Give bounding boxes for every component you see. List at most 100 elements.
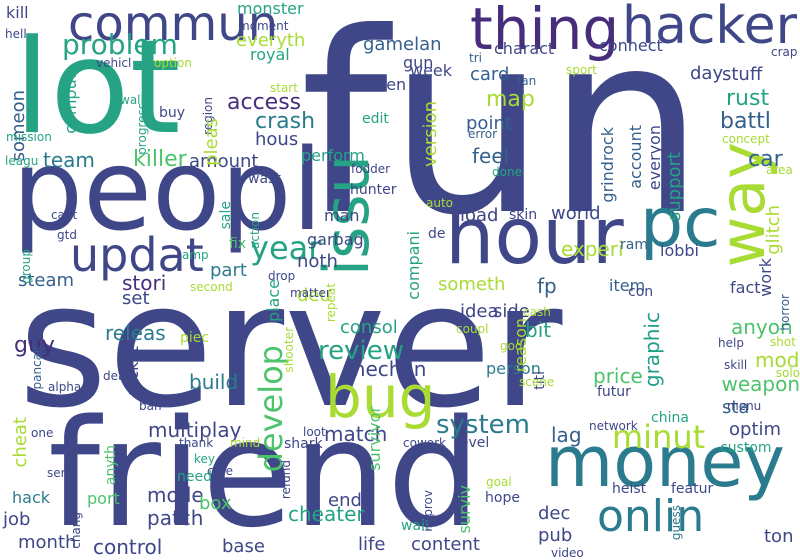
word-friend: friend	[48, 388, 481, 560]
word-group: group	[19, 249, 33, 284]
word-action: action	[248, 212, 262, 249]
word-glitch: glitch	[763, 205, 784, 255]
word-done: done	[492, 165, 522, 179]
word-matter: matter	[290, 286, 331, 300]
word-job: job	[3, 509, 31, 530]
word-repeat: repeat	[324, 283, 338, 323]
word-base: base	[222, 536, 265, 557]
word-tri: tri	[469, 51, 482, 65]
word-gamelan: gamelan	[363, 34, 442, 55]
word-crap: crap	[771, 45, 798, 59]
word-stori: stori	[122, 271, 167, 295]
word-lot: lot	[14, 11, 181, 163]
word-fp: fp	[537, 274, 557, 298]
word-alpha: alpha	[48, 380, 82, 394]
word-minut: minut	[612, 418, 706, 456]
word-steam: steam	[18, 270, 75, 291]
word-killer: killer	[133, 147, 187, 172]
word-peopl: peopl	[12, 126, 323, 256]
word-load: load	[460, 205, 499, 226]
word-wall: wall	[120, 93, 144, 107]
word-item: item	[609, 276, 646, 295]
word-fodder: fodder	[351, 162, 391, 176]
word-mind: mind	[230, 436, 261, 450]
word-everyon: everyon	[645, 125, 664, 191]
word-ban: ban	[139, 399, 162, 413]
word-team: team	[43, 148, 95, 172]
word-world: world	[551, 203, 601, 224]
word-anyon: anyon	[731, 315, 793, 339]
word-content: content	[411, 534, 480, 555]
word-anyth: anyth	[103, 445, 119, 486]
word-mod: mod	[755, 348, 800, 372]
word-side: side	[493, 301, 530, 322]
word-fix: fix	[229, 236, 247, 252]
word-updat: updat	[70, 228, 204, 282]
word-cant: cant	[51, 208, 78, 222]
word-amount: amount	[189, 151, 259, 172]
word-chang: chang	[69, 512, 83, 549]
word-piec: piec	[180, 330, 210, 346]
word-area: area	[766, 163, 793, 177]
word-second: second	[190, 280, 233, 294]
word-end: end	[328, 490, 362, 511]
word-error: error	[468, 127, 498, 141]
word-cheat: cheat	[10, 417, 31, 468]
word-cheater: cheater	[288, 502, 365, 526]
word-money: money	[545, 421, 785, 503]
word-network: network	[589, 419, 638, 433]
word-con: con	[628, 284, 654, 300]
word-card: card	[470, 64, 510, 85]
word-concept: concept	[722, 132, 770, 146]
word-start: start	[270, 81, 298, 95]
word-moment: moment	[238, 19, 289, 33]
word-seri: seri	[47, 466, 69, 480]
word-god: god	[500, 339, 523, 353]
word-heist: heist	[612, 481, 647, 497]
word-weapon: weapon	[721, 372, 800, 396]
word-ram: ram	[620, 237, 648, 253]
word-gtd: gtd	[57, 228, 77, 242]
word-screen: screen	[353, 75, 407, 94]
word-loot: loot	[303, 425, 326, 439]
word-solo: solo	[775, 366, 800, 380]
word-amp: amp	[182, 248, 209, 262]
word-hope: hope	[485, 490, 520, 506]
word-work: work	[756, 258, 775, 297]
word-kill: kill	[6, 3, 29, 22]
word-review: review	[318, 336, 404, 366]
word-part: part	[210, 260, 247, 281]
word-patch: patch	[147, 506, 204, 530]
word-everyth: everyth	[236, 30, 306, 51]
word-mechan: mechan	[346, 357, 427, 381]
word-improv: improv	[421, 490, 435, 532]
word-pancak: pancak	[30, 346, 44, 390]
word-shooter: shooter	[282, 327, 296, 373]
word-deu: deu	[297, 285, 331, 306]
word-hunter: hunter	[350, 182, 397, 198]
word-wast: wast	[248, 171, 281, 187]
word-leagu: leagu	[5, 154, 39, 168]
word-mode: mode	[147, 483, 204, 507]
word-lobbi: lobbi	[660, 241, 699, 260]
word-bug: bug	[325, 363, 436, 431]
word-need: need	[177, 469, 212, 485]
word-hous: hous	[255, 129, 299, 150]
word-onlin: onlin	[597, 491, 705, 542]
word-rust: rust	[726, 86, 770, 111]
word-shark: shark	[284, 436, 323, 452]
word-option: option	[154, 56, 192, 70]
word-garbag: garbag	[307, 230, 364, 249]
word-gun: gun	[403, 53, 434, 72]
word-mission: mission	[6, 130, 52, 144]
word-china: china	[651, 410, 689, 426]
word-noth: noth	[297, 251, 338, 272]
word-survivor: survivor	[365, 406, 384, 471]
word-multiplay: multiplay	[148, 418, 242, 442]
word-monster: monster	[237, 0, 304, 18]
word-drop: drop	[268, 269, 296, 283]
word-pub: pub	[538, 525, 573, 546]
word-grindrock: grindrock	[598, 127, 617, 203]
word-crash: crash	[255, 109, 316, 134]
